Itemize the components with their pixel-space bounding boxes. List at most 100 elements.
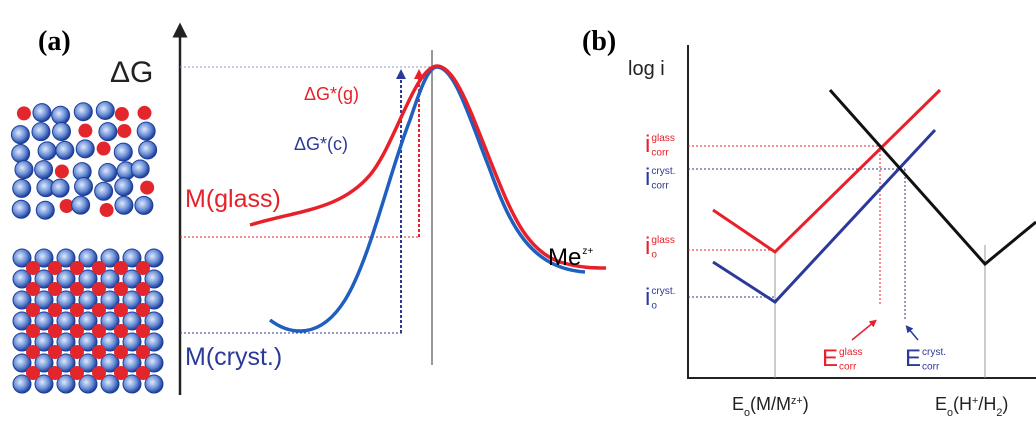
atom: [56, 374, 76, 394]
atom: [78, 269, 98, 289]
atom: [55, 140, 75, 160]
label-sup: glass: [651, 133, 675, 144]
ion-label: Me z+: [548, 244, 593, 271]
label-base: E: [822, 345, 838, 372]
atom: [56, 311, 76, 331]
atom: [144, 269, 164, 289]
atom: [32, 103, 52, 123]
atom: [100, 248, 120, 268]
label-sup: glass: [839, 347, 863, 358]
solute-atom: [114, 324, 128, 338]
cryst-line: [712, 128, 937, 304]
atom: [56, 248, 76, 268]
atom: [144, 290, 164, 310]
panel-label: (b): [582, 26, 616, 57]
atom: [75, 139, 95, 159]
label-sup: cryst.: [651, 166, 675, 177]
potential-label: Eo(M/Mz+): [732, 394, 809, 419]
solute-atom: [117, 123, 132, 138]
atom: [78, 353, 98, 373]
atom: [100, 332, 120, 352]
atom: [122, 332, 142, 352]
atom: [52, 122, 72, 142]
label-base: i: [645, 284, 650, 311]
atom: [12, 374, 32, 394]
solute-atom: [26, 303, 40, 317]
atom: [71, 195, 91, 215]
solute-atom: [99, 203, 114, 218]
label-part: +: [972, 395, 978, 407]
glass-line: [712, 88, 942, 254]
solute-atom: [92, 261, 106, 275]
pointer: [851, 319, 877, 341]
atom: [10, 125, 30, 145]
atom: [11, 199, 31, 219]
label-sup: cryst.: [651, 286, 675, 297]
axes: [687, 45, 1036, 379]
pointer: [905, 325, 919, 341]
glass-curve: [249, 64, 607, 270]
atom: [100, 269, 120, 289]
atom: [34, 311, 54, 331]
label-part: ): [803, 394, 809, 414]
atom: [56, 332, 76, 352]
solute-atom: [92, 324, 106, 338]
atom: [100, 353, 120, 373]
barrier-label: ΔG*(c): [294, 134, 348, 154]
atom: [100, 374, 120, 394]
atom: [78, 290, 98, 310]
panel-label: (a): [38, 26, 71, 57]
atom: [12, 248, 32, 268]
atom: [74, 177, 94, 197]
solute-atom: [70, 324, 84, 338]
label-part: /H: [978, 394, 996, 414]
solute-atom: [136, 345, 150, 359]
atom: [56, 269, 76, 289]
solute-atom: [140, 180, 155, 195]
solute-atom: [92, 366, 106, 380]
solute-atom: [114, 366, 128, 380]
label-part: E: [935, 394, 947, 414]
atom: [122, 311, 142, 331]
label-part: z+: [791, 395, 803, 407]
label-sub: o: [651, 250, 657, 261]
solute-atom: [54, 164, 69, 179]
potential-label: Eo(H+/H2): [935, 394, 1008, 419]
atom: [122, 269, 142, 289]
solute-atom: [92, 282, 106, 296]
state-label: M(glass): [185, 185, 281, 213]
axis-label: ΔG: [110, 56, 153, 89]
solute-atom: [70, 345, 84, 359]
solute-atom: [70, 261, 84, 275]
atom: [100, 290, 120, 310]
barrier-label: ΔG*(g): [304, 84, 359, 104]
label-sub: corr: [922, 362, 940, 373]
label-base: Me: [548, 244, 581, 271]
cryst-curve: [268, 65, 586, 333]
solute-atom: [48, 324, 62, 338]
atom: [34, 269, 54, 289]
atom: [113, 142, 133, 162]
solute-atom: [114, 345, 128, 359]
atom: [138, 140, 158, 160]
atom: [34, 248, 54, 268]
solute-atom: [136, 303, 150, 317]
solute-atom: [114, 107, 129, 122]
solute-atom: [26, 324, 40, 338]
solute-atom: [48, 366, 62, 380]
atom: [12, 332, 32, 352]
solute-atom: [26, 261, 40, 275]
atoms: [10, 100, 164, 394]
label-part: (H: [953, 394, 972, 414]
label-base: E: [905, 345, 921, 372]
atom: [56, 353, 76, 373]
atom: [134, 195, 154, 215]
hydrogen-line: [828, 89, 1036, 267]
label-sup: z+: [582, 246, 593, 257]
solute-atom: [136, 324, 150, 338]
label-base: i: [645, 131, 650, 158]
atom: [12, 290, 32, 310]
solute-atom: [92, 303, 106, 317]
solute-atom: [78, 123, 93, 138]
solute-atom: [70, 366, 84, 380]
